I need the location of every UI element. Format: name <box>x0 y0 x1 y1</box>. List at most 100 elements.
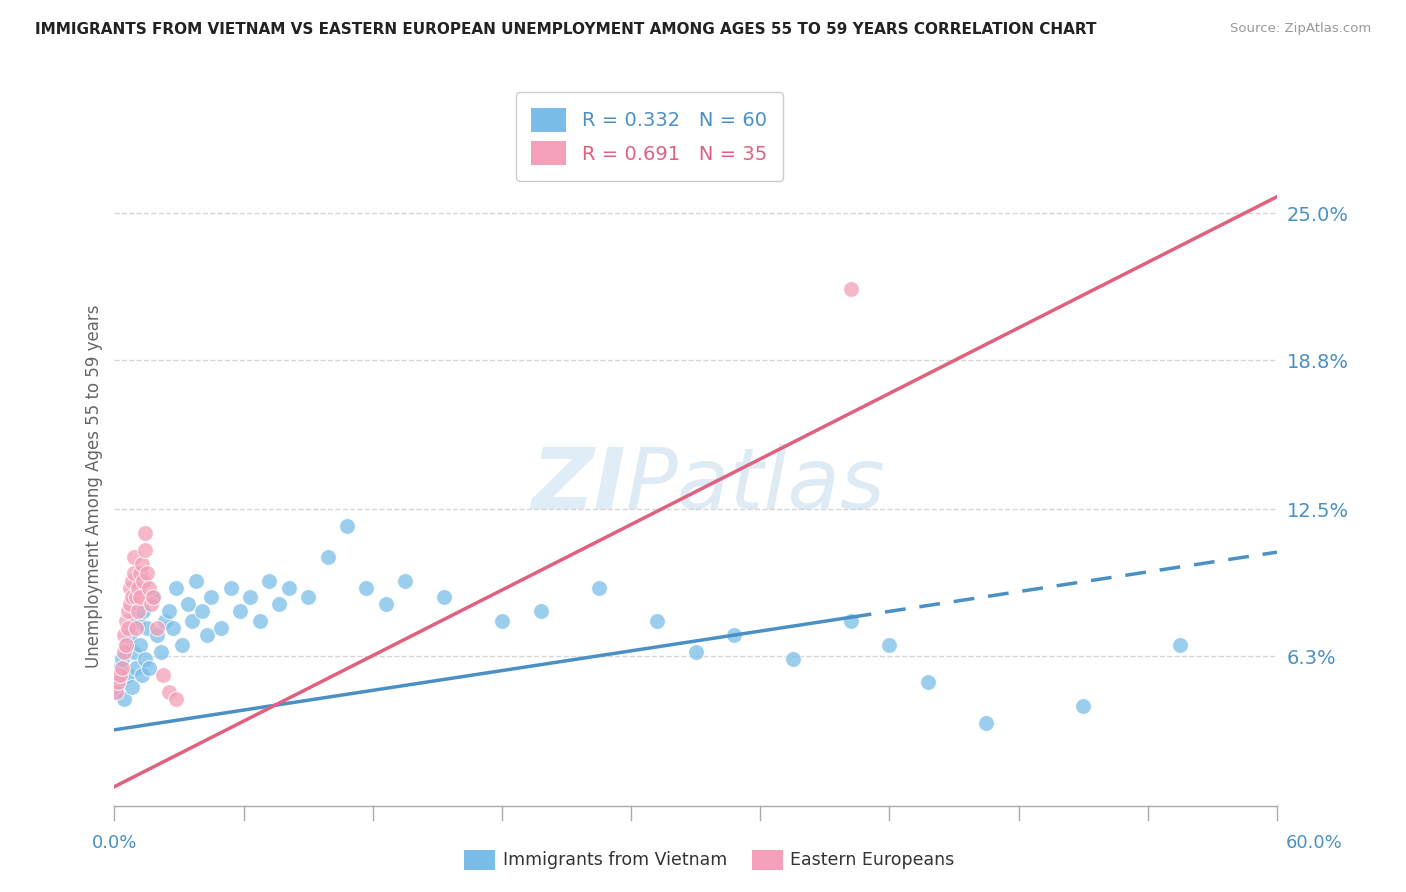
Point <box>197 628 219 642</box>
Point <box>316 549 339 564</box>
Point <box>259 574 281 588</box>
Point <box>118 581 141 595</box>
Point <box>134 542 156 557</box>
Point <box>132 574 155 588</box>
Point <box>374 597 396 611</box>
Point <box>277 581 299 595</box>
Point <box>134 652 156 666</box>
Point <box>107 675 129 690</box>
Point <box>110 668 132 682</box>
Point <box>138 581 160 595</box>
Point <box>146 628 169 642</box>
Point <box>136 566 159 581</box>
Point <box>152 668 174 682</box>
Point <box>839 614 862 628</box>
Point <box>136 621 159 635</box>
Point <box>127 604 149 618</box>
Point <box>239 590 262 604</box>
Point <box>184 574 207 588</box>
Point <box>645 614 668 628</box>
Point <box>723 628 745 642</box>
Point <box>685 645 707 659</box>
Point <box>190 604 212 618</box>
Legend: R = 0.332   N = 60, R = 0.691   N = 35: R = 0.332 N = 60, R = 0.691 N = 35 <box>516 93 783 181</box>
Point <box>165 692 187 706</box>
Point <box>491 614 513 628</box>
Point <box>134 526 156 541</box>
Point <box>530 604 553 618</box>
Point <box>115 638 138 652</box>
Text: Immigrants from Vietnam: Immigrants from Vietnam <box>503 851 727 869</box>
Text: Source: ZipAtlas.com: Source: ZipAtlas.com <box>1230 22 1371 36</box>
Point <box>131 668 153 682</box>
Point <box>115 638 138 652</box>
Point <box>142 590 165 604</box>
Point <box>125 661 148 675</box>
Point <box>879 638 901 652</box>
Point <box>249 614 271 628</box>
Point <box>297 590 319 604</box>
Text: Eastern Europeans: Eastern Europeans <box>790 851 955 869</box>
Point <box>172 638 194 652</box>
Point <box>105 685 128 699</box>
Point <box>141 597 163 611</box>
Point <box>132 604 155 618</box>
Point <box>105 685 128 699</box>
Point <box>356 581 378 595</box>
Point <box>229 604 252 618</box>
Point <box>121 590 143 604</box>
Point <box>115 614 138 628</box>
Point <box>117 668 139 682</box>
Point <box>107 675 129 690</box>
Point <box>200 590 222 604</box>
Point <box>142 590 165 604</box>
Point <box>394 574 416 588</box>
Point <box>588 581 610 595</box>
Point <box>112 645 135 659</box>
Point <box>917 675 939 690</box>
Point <box>1168 638 1191 652</box>
Point <box>127 614 149 628</box>
Point <box>138 661 160 675</box>
Point <box>976 715 998 730</box>
Point <box>127 581 149 595</box>
Point <box>125 621 148 635</box>
Point <box>180 614 202 628</box>
Point <box>782 652 804 666</box>
Point <box>112 692 135 706</box>
Point <box>128 566 150 581</box>
Point <box>165 581 187 595</box>
Point <box>110 661 132 675</box>
Point <box>146 621 169 635</box>
Text: ZI: ZI <box>531 444 626 527</box>
Point <box>131 557 153 571</box>
Point <box>122 645 145 659</box>
Point <box>433 590 456 604</box>
Point <box>121 680 143 694</box>
Point <box>336 519 359 533</box>
Point <box>118 628 141 642</box>
Point <box>269 597 291 611</box>
Point <box>1071 699 1094 714</box>
Point <box>839 282 862 296</box>
Text: Patlas: Patlas <box>626 444 886 527</box>
Point <box>128 590 150 604</box>
Point <box>157 685 180 699</box>
Point <box>112 628 135 642</box>
Point <box>118 597 141 611</box>
Point <box>111 661 134 675</box>
Point <box>117 621 139 635</box>
Point <box>177 597 200 611</box>
Point <box>219 581 242 595</box>
Point <box>128 638 150 652</box>
Point <box>125 590 148 604</box>
Point <box>122 549 145 564</box>
Text: 60.0%: 60.0% <box>1286 834 1343 852</box>
Text: IMMIGRANTS FROM VIETNAM VS EASTERN EUROPEAN UNEMPLOYMENT AMONG AGES 55 TO 59 YEA: IMMIGRANTS FROM VIETNAM VS EASTERN EUROP… <box>35 22 1097 37</box>
Point <box>122 566 145 581</box>
Point <box>117 604 139 618</box>
Point <box>121 574 143 588</box>
Y-axis label: Unemployment Among Ages 55 to 59 years: Unemployment Among Ages 55 to 59 years <box>86 304 103 667</box>
Point <box>162 621 184 635</box>
Point <box>153 614 176 628</box>
